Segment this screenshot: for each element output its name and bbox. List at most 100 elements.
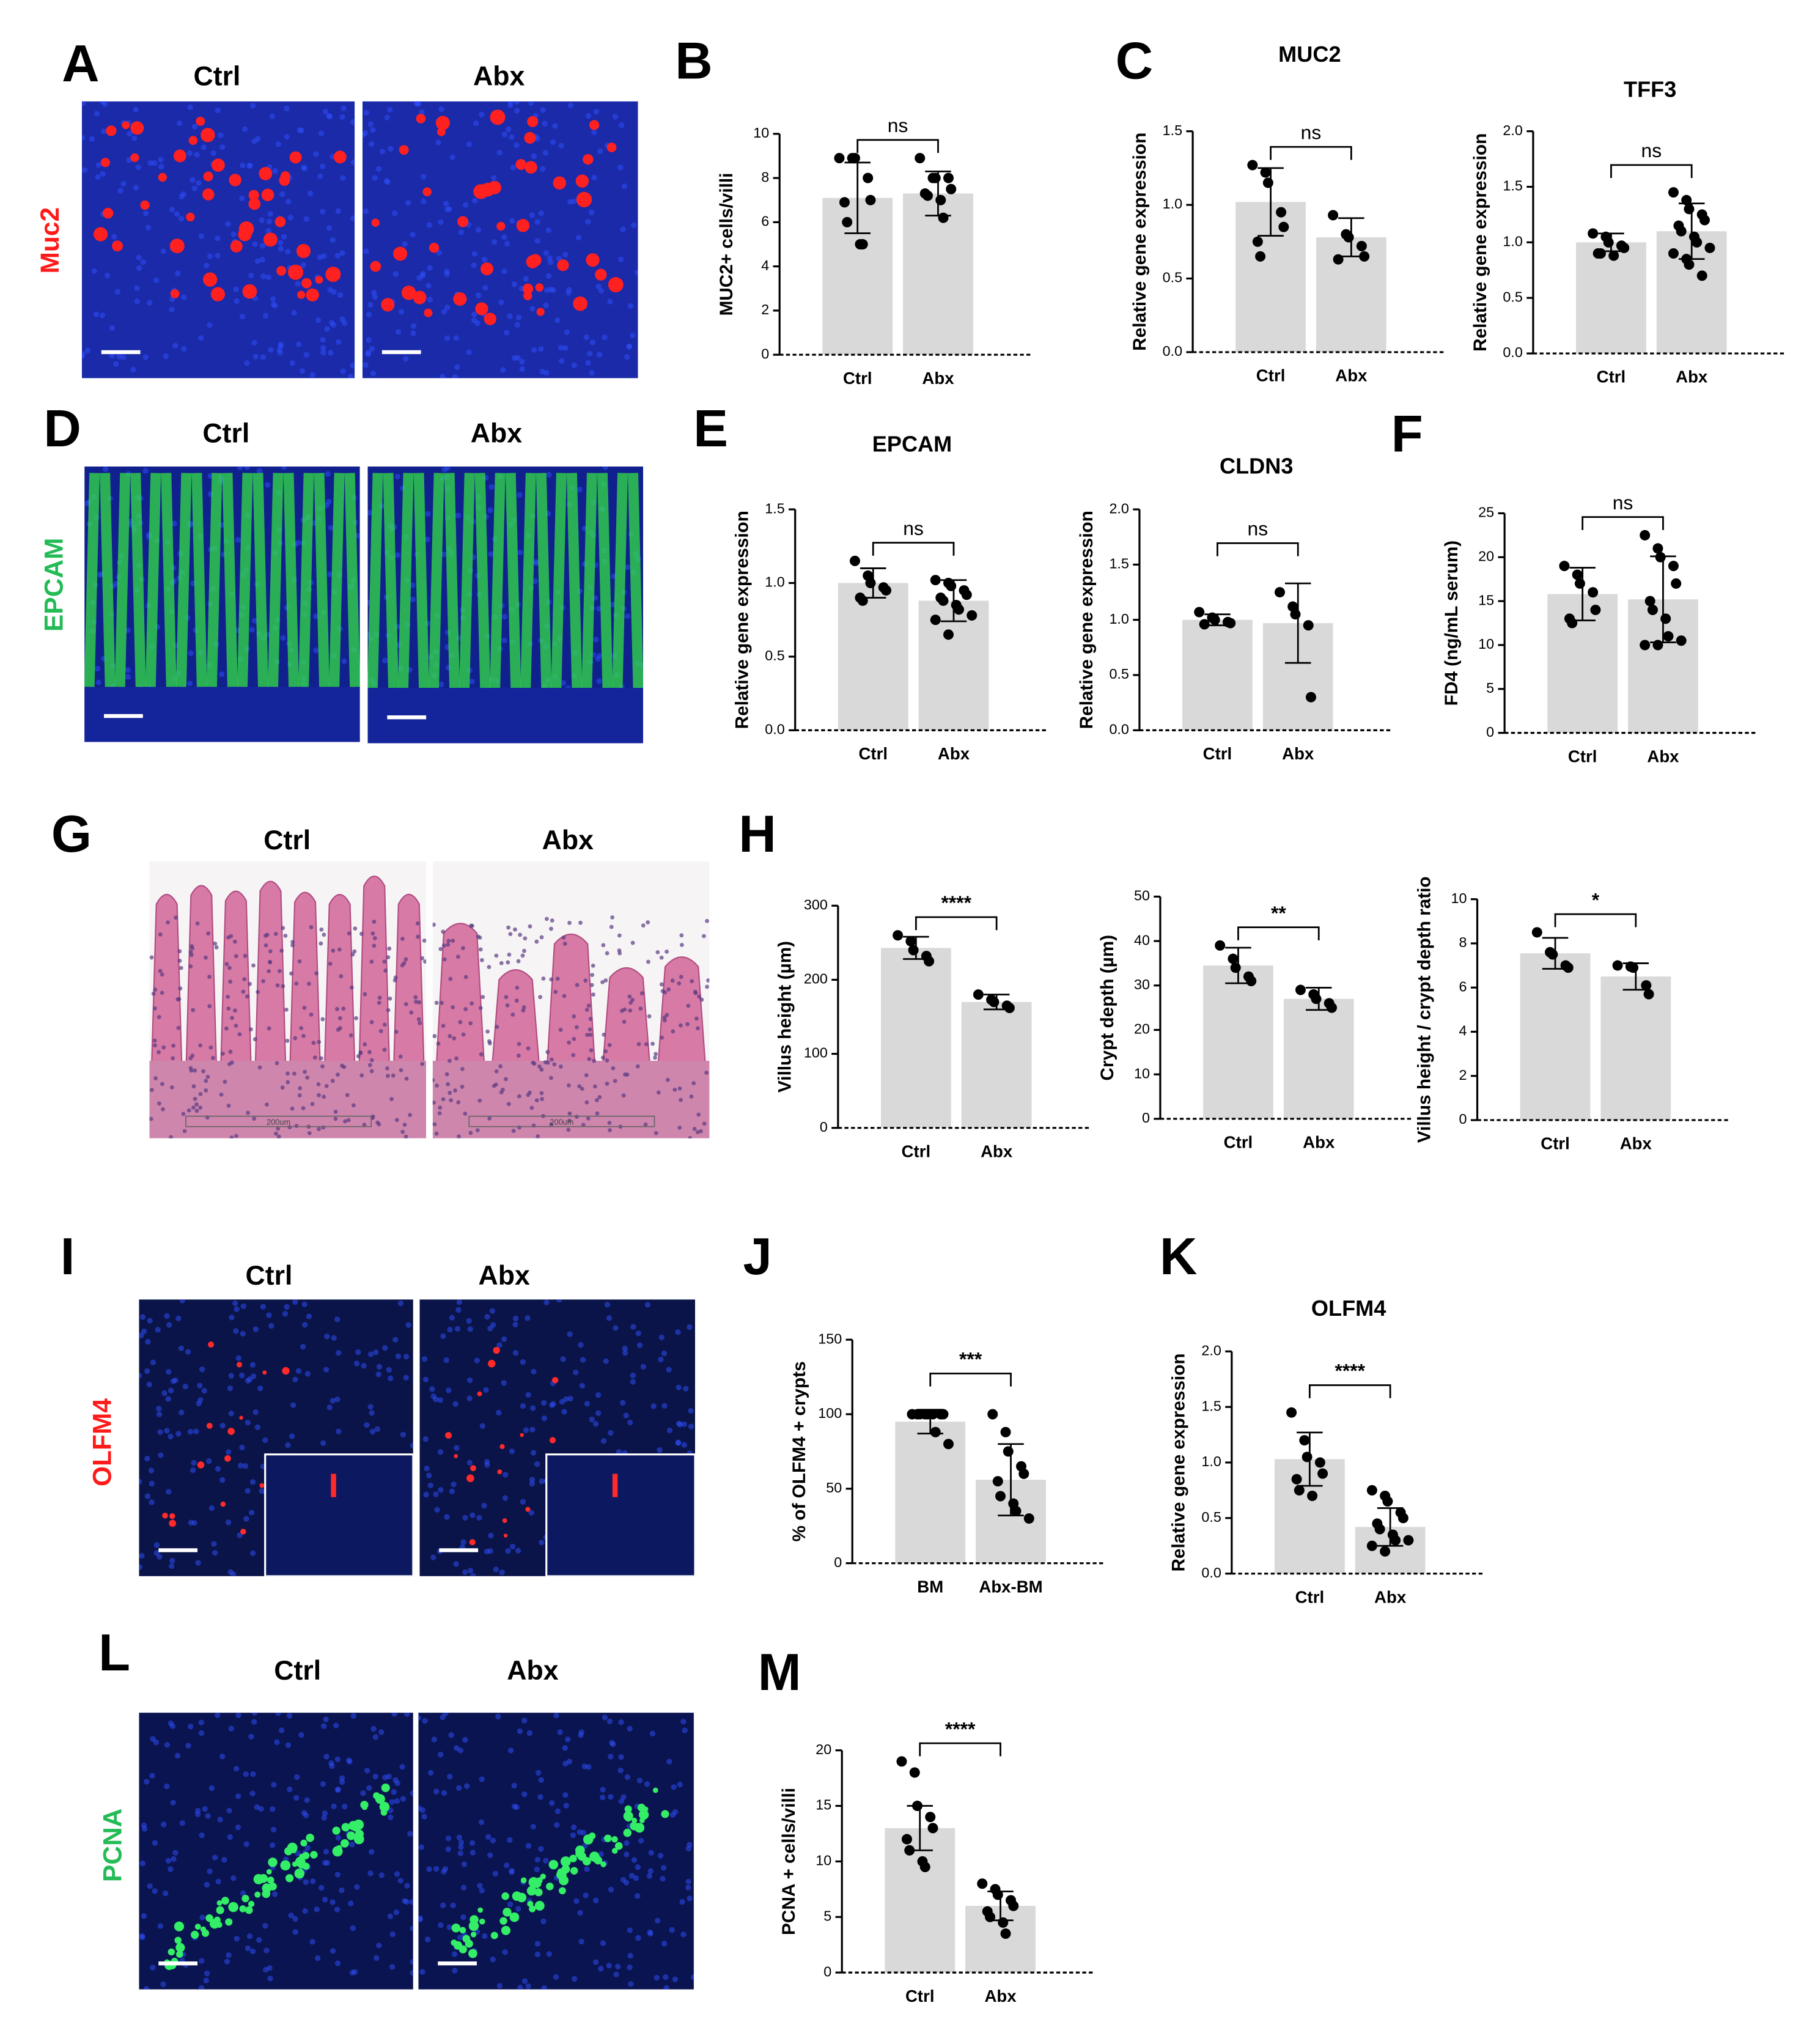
nucleus: [303, 352, 309, 358]
nucleus: [416, 1017, 421, 1022]
nucleus: [323, 1848, 330, 1855]
data-point: [909, 1767, 920, 1778]
nucleus: [147, 160, 153, 166]
nucleus: [147, 1883, 153, 1889]
nucleus: [562, 994, 567, 998]
nucleus: [190, 1053, 195, 1058]
nucleus: [241, 126, 248, 132]
inset: [545, 1453, 696, 1576]
nucleus: [378, 1729, 385, 1735]
nucleus: [353, 1360, 360, 1367]
nucleus: [323, 1716, 329, 1722]
nucleus: [135, 164, 141, 171]
y-tick-label: 0.5: [1503, 289, 1522, 304]
nucleus: [624, 1774, 631, 1780]
nucleus: [432, 923, 436, 927]
y-axis-label: FD4 (ng/mL serum): [1441, 541, 1462, 706]
stain-spot: [259, 1873, 268, 1883]
nucleus: [567, 1331, 573, 1337]
stain-spot: [557, 259, 569, 271]
stain-spot: [263, 232, 278, 247]
nucleus: [320, 1017, 325, 1022]
nucleus: [512, 1321, 518, 1327]
x-tick-label: Ctrl: [1256, 366, 1286, 385]
nucleus: [93, 311, 99, 317]
data-point: [1595, 248, 1606, 259]
nucleus: [298, 127, 304, 133]
nucleus: [358, 1050, 363, 1055]
nucleus: [299, 1026, 304, 1030]
nucleus: [692, 1126, 697, 1131]
micrograph: 200um: [149, 862, 427, 1138]
nucleus: [511, 1782, 517, 1789]
nucleus: [628, 1981, 634, 1987]
data-point: [1628, 962, 1639, 973]
nucleus: [156, 1015, 161, 1019]
nucleus: [164, 1313, 170, 1319]
nucleus: [328, 525, 334, 531]
nucleus: [618, 1798, 625, 1804]
nucleus: [518, 932, 523, 937]
stain-spot: [536, 308, 545, 316]
nucleus: [333, 1109, 338, 1114]
scale-label: 200um: [550, 1118, 573, 1127]
nucleus: [624, 613, 631, 619]
nucleus: [265, 1102, 269, 1107]
nucleus: [531, 347, 537, 353]
nucleus: [452, 1036, 457, 1041]
nucleus: [431, 1736, 437, 1743]
nucleus: [245, 1420, 251, 1426]
nucleus: [281, 984, 285, 989]
nucleus: [542, 120, 548, 127]
nucleus: [178, 216, 185, 222]
data-point: [1612, 960, 1623, 971]
nucleus: [498, 299, 504, 306]
data-point: [925, 1812, 936, 1823]
nucleus: [389, 1097, 394, 1101]
nucleus: [206, 931, 211, 936]
nucleus: [322, 1094, 326, 1099]
nucleus: [578, 1938, 584, 1945]
nucleus: [239, 1444, 245, 1451]
nucleus: [228, 1411, 234, 1417]
nucleus: [262, 1923, 268, 1929]
nucleus: [405, 1322, 411, 1328]
nucleus: [212, 1550, 218, 1556]
stain-spot: [203, 171, 213, 182]
nucleus: [367, 509, 372, 516]
nucleus: [257, 1385, 263, 1392]
data-point: [1000, 1426, 1011, 1437]
nucleus: [427, 265, 433, 271]
nucleus: [591, 129, 597, 135]
stain-spot: [453, 292, 467, 306]
nucleus: [627, 1419, 633, 1426]
nucleus: [317, 254, 323, 260]
nucleus: [252, 1037, 257, 1042]
nucleus: [161, 1045, 166, 1050]
data-point: [1382, 1496, 1393, 1507]
nucleus: [562, 345, 569, 351]
significance-label: ns: [1641, 139, 1662, 161]
data-point: [1299, 1435, 1310, 1446]
stain-spot: [353, 1819, 364, 1830]
stain-spot: [583, 153, 594, 165]
nucleus: [630, 940, 635, 945]
nucleus: [554, 1822, 560, 1828]
nucleus: [541, 1985, 547, 1990]
nucleus: [388, 1814, 394, 1820]
stain-spot: [206, 1423, 213, 1429]
nucleus: [215, 253, 221, 259]
x-tick-label: Ctrl: [1541, 1134, 1570, 1153]
nucleus: [348, 374, 354, 378]
data-point: [1343, 232, 1354, 243]
nucleus: [466, 1318, 472, 1324]
y-tick-label: 50: [826, 1480, 842, 1496]
nucleus: [404, 1883, 410, 1889]
nucleus: [482, 1933, 488, 1939]
nucleus: [233, 1008, 237, 1013]
stain-spot: [373, 1792, 380, 1799]
stain-spot: [169, 1513, 175, 1519]
nucleus: [514, 108, 520, 114]
nucleus: [339, 114, 345, 120]
nucleus: [228, 1049, 233, 1054]
